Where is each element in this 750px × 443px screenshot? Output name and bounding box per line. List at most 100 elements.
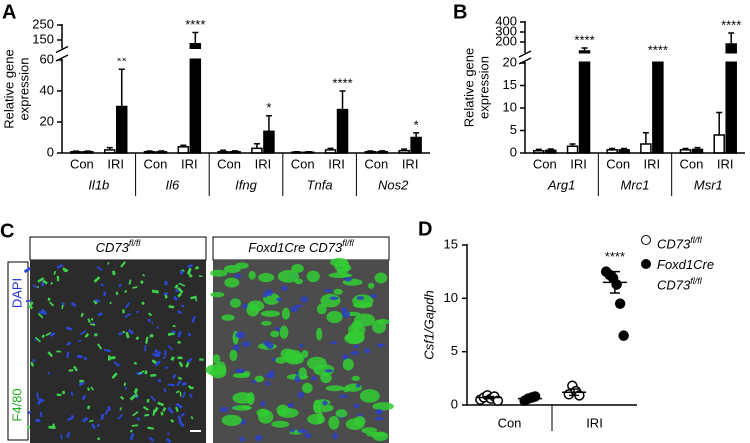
stain-speckle: [233, 344, 240, 351]
error-bar: [547, 148, 554, 151]
stain-speckle: [190, 295, 197, 300]
stain-speckle: [338, 394, 348, 398]
stain-speckle: [301, 349, 309, 359]
stain-speckle: [342, 358, 354, 371]
y-tick-label: 250: [32, 16, 54, 31]
stain-speckle: [242, 341, 251, 348]
stain-speckle: [53, 270, 57, 275]
y-tick-label: 400: [495, 13, 517, 28]
stain-speckle: [35, 418, 41, 423]
stain-speckle: [177, 310, 182, 315]
y-tick-label: 60: [40, 51, 54, 66]
stain-speckle: [258, 272, 275, 283]
stain-speckle: [353, 344, 359, 349]
y-tick-label: 40: [40, 82, 54, 97]
stain-speckle: [32, 284, 38, 289]
stain-speckle: [353, 301, 373, 309]
legend-item: CD73fl/fl: [641, 232, 749, 252]
stain-speckle: [93, 276, 101, 283]
stain-speckle: [66, 326, 73, 331]
bar: [713, 134, 725, 154]
stain-speckle: [355, 384, 361, 388]
stain-speckle: [151, 359, 157, 365]
legend-name-sup: fl/fl: [690, 276, 702, 287]
stain-speckle: [107, 355, 111, 361]
stain-speckle: [260, 400, 266, 407]
stain-speckle: [30, 361, 35, 367]
error-bar: [581, 47, 588, 51]
error-bar: [180, 144, 187, 147]
stain-speckle: [122, 330, 126, 334]
stain-speckle: [290, 428, 295, 433]
significance: ****: [605, 249, 625, 264]
stain-speckle: [371, 319, 387, 334]
stain-speckle: [127, 328, 134, 335]
stain-speckle: [81, 394, 86, 401]
stain-speckle: [287, 403, 294, 408]
stain-speckle: [297, 391, 305, 399]
y-tick-label: 15: [444, 236, 458, 251]
axis-break-gap: [63, 49, 431, 59]
stain-speckle: [182, 391, 186, 399]
stain-speckle: [41, 334, 46, 339]
stain-speckle: [180, 412, 186, 417]
axis-break-gap: [526, 53, 746, 62]
significance: *: [414, 117, 419, 132]
stain-speckle: [160, 411, 164, 416]
stain-speckle: [229, 349, 238, 361]
stain-speckle: [168, 305, 175, 309]
stain-speckle: [356, 296, 365, 300]
stain-speckle: [261, 320, 272, 326]
stain-speckle: [246, 303, 260, 317]
legend-name: CD73: [657, 236, 691, 252]
stain-speckle: [148, 436, 155, 442]
stain-speckle: [231, 405, 252, 411]
error-bar: [146, 150, 153, 152]
stain-speckle: [374, 272, 388, 284]
stain-speckle: [172, 324, 176, 328]
stain-label: F4/80: [9, 388, 24, 421]
stain-speckle: [135, 336, 140, 341]
stain-speckle: [117, 414, 124, 420]
stain-speckle: [133, 390, 139, 397]
significance: *: [266, 100, 271, 115]
stain-speckle: [56, 393, 62, 397]
stain-speckle: [143, 406, 149, 411]
stain-speckle: [139, 280, 144, 285]
y-tick-label: 200: [495, 33, 517, 48]
stain-speckle: [147, 318, 152, 323]
stain-speckle: [343, 386, 350, 393]
significance: ****: [574, 32, 594, 47]
stain-speckle: [107, 405, 112, 412]
stain-speckle: [300, 296, 309, 303]
stain-speckle: [269, 370, 275, 375]
condition-label: Con: [144, 156, 168, 171]
stain-speckle: [124, 312, 132, 319]
stain-speckle: [103, 291, 106, 297]
stain-speckle: [316, 411, 324, 425]
stain-speckle: [294, 375, 301, 383]
condition-label: Con: [70, 156, 94, 171]
stain-speckle: [353, 403, 360, 409]
stain-speckle: [151, 289, 159, 294]
stain-speckle: [224, 277, 240, 288]
stain-speckle: [335, 409, 348, 418]
stain-speckle: [34, 338, 38, 342]
stain-speckle: [67, 416, 74, 422]
stain-speckle: [165, 437, 172, 443]
stain-speckle: [320, 293, 341, 308]
stain-speckle: [304, 432, 312, 439]
stain-speckle: [132, 411, 139, 417]
scatter-chart: D Csf1/Gapdh 0 5 10 15 Con IRI ****: [418, 218, 637, 431]
stain-speckle: [90, 318, 94, 321]
error-bar: [569, 143, 576, 147]
stain-speckle: [124, 289, 128, 294]
stain-speckle: [141, 301, 145, 306]
condition-label: IRI: [717, 156, 734, 171]
y-tick-label: 20: [503, 54, 517, 69]
stain-speckle: [28, 410, 32, 415]
stain-speckle: [56, 263, 64, 269]
data-point: [614, 298, 626, 309]
legend-marker: [641, 235, 651, 245]
